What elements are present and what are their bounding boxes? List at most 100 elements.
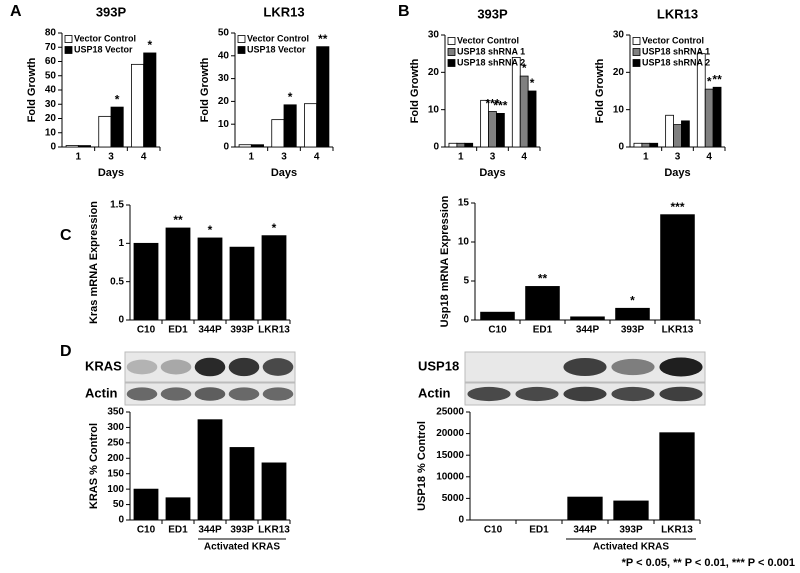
- panel-label: B: [398, 3, 410, 20]
- bar: [65, 145, 79, 148]
- x-tick-label: ED1: [168, 525, 188, 536]
- bar: [229, 246, 255, 321]
- significance-label: ***: [485, 97, 499, 111]
- legend-swatch: [447, 37, 456, 45]
- legend-swatch: [447, 59, 456, 67]
- y-tick-label: 80: [45, 28, 57, 39]
- x-tick-label: 4: [314, 152, 320, 163]
- y-tick-label: 1.5: [110, 200, 124, 211]
- bar: [660, 214, 695, 321]
- legend-swatch: [64, 35, 73, 43]
- y-tick-label: 0: [223, 142, 229, 153]
- blot-band: [160, 359, 192, 375]
- significance-label: *: [208, 223, 213, 237]
- bar: [261, 462, 287, 521]
- bar: [464, 142, 474, 148]
- bar: [488, 111, 497, 148]
- legend-label: Vector Control: [642, 35, 704, 45]
- x-tick-label: 1: [458, 152, 464, 163]
- legend-swatch: [447, 48, 456, 56]
- significance-label: *: [288, 90, 293, 104]
- chart-title: 393P: [477, 6, 508, 21]
- bar: [110, 106, 124, 148]
- x-tick-label: LKR13: [661, 525, 693, 536]
- x-tick-label: 344P: [198, 325, 222, 336]
- blot-band: [611, 386, 655, 402]
- x-axis-label: Days: [664, 167, 690, 179]
- x-tick-label: 4: [521, 152, 527, 163]
- bar: [98, 115, 112, 148]
- blot-band: [563, 386, 607, 402]
- blot-band: [262, 358, 294, 376]
- legend-label: USP18 shRNA 1: [642, 46, 710, 56]
- bar: [527, 90, 537, 148]
- legend-label: Vector Control: [74, 33, 136, 43]
- significance-label: *: [707, 74, 712, 88]
- blot-band: [563, 358, 607, 376]
- legend-swatch: [632, 59, 641, 67]
- y-axis-label: Fold Growth: [199, 57, 211, 122]
- y-axis-label: Fold Growth: [409, 58, 421, 123]
- y-tick-label: 5: [463, 276, 469, 287]
- bar: [143, 52, 157, 148]
- bar: [448, 142, 458, 148]
- bar: [525, 286, 560, 321]
- y-tick-label: 1: [118, 238, 124, 249]
- y-tick-label: 30: [218, 73, 230, 84]
- bar: [456, 142, 466, 148]
- bar: [696, 53, 706, 148]
- bar: [271, 119, 285, 148]
- y-tick-label: 0: [118, 515, 124, 526]
- blot-band: [611, 358, 655, 376]
- y-tick-label: 350: [107, 407, 124, 418]
- blot-band: [126, 359, 158, 375]
- blot-band: [659, 386, 703, 402]
- x-tick-label: 4: [706, 152, 712, 163]
- x-tick-label: ED1: [533, 325, 553, 336]
- significance-label: ***: [670, 200, 684, 214]
- bar: [704, 88, 714, 148]
- x-tick-label: 3: [281, 152, 287, 163]
- y-tick-label: 0: [618, 142, 624, 153]
- significance-label: *: [522, 61, 527, 75]
- x-tick-label: 1: [76, 152, 82, 163]
- bar: [316, 46, 330, 148]
- x-tick-label: C10: [488, 325, 507, 336]
- y-tick-label: 10000: [436, 471, 464, 482]
- bar: [480, 311, 515, 321]
- group-label: Activated KRAS: [204, 542, 280, 553]
- significance-label: *: [530, 76, 535, 90]
- bar: [511, 57, 521, 148]
- y-tick-label: 10: [218, 119, 230, 130]
- legend-label: USP18 shRNA 2: [457, 57, 525, 67]
- x-tick-label: 393P: [619, 525, 643, 536]
- bar: [261, 235, 287, 321]
- significance-label: **: [173, 213, 183, 227]
- y-tick-label: 30: [428, 30, 440, 41]
- x-tick-label: LKR13: [662, 325, 694, 336]
- x-axis-label: Days: [98, 167, 124, 179]
- panel-label: D: [60, 343, 72, 360]
- bar: [570, 316, 605, 321]
- y-tick-label: 60: [45, 56, 57, 67]
- bar: [229, 447, 255, 521]
- bar: [641, 142, 651, 148]
- group-label: Activated KRAS: [593, 542, 669, 553]
- blot-label: USP18: [418, 358, 459, 373]
- y-tick-label: 20: [218, 96, 230, 107]
- x-tick-label: ED1: [529, 525, 549, 536]
- x-tick-label: C10: [137, 525, 156, 536]
- x-tick-label: 344P: [198, 525, 222, 536]
- x-tick-label: 393P: [621, 325, 645, 336]
- bar: [133, 488, 159, 521]
- x-tick-label: 393P: [230, 325, 254, 336]
- y-tick-label: 250: [107, 437, 124, 448]
- x-tick-label: LKR13: [258, 325, 290, 336]
- legend-label: Vector Control: [247, 33, 309, 43]
- y-tick-label: 70: [45, 42, 57, 53]
- y-tick-label: 50: [113, 499, 125, 510]
- legend-label: USP18 shRNA 1: [457, 46, 525, 56]
- blot-label: Actin: [418, 385, 451, 400]
- chart-title: 393P: [96, 4, 127, 19]
- x-tick-label: ED1: [168, 325, 188, 336]
